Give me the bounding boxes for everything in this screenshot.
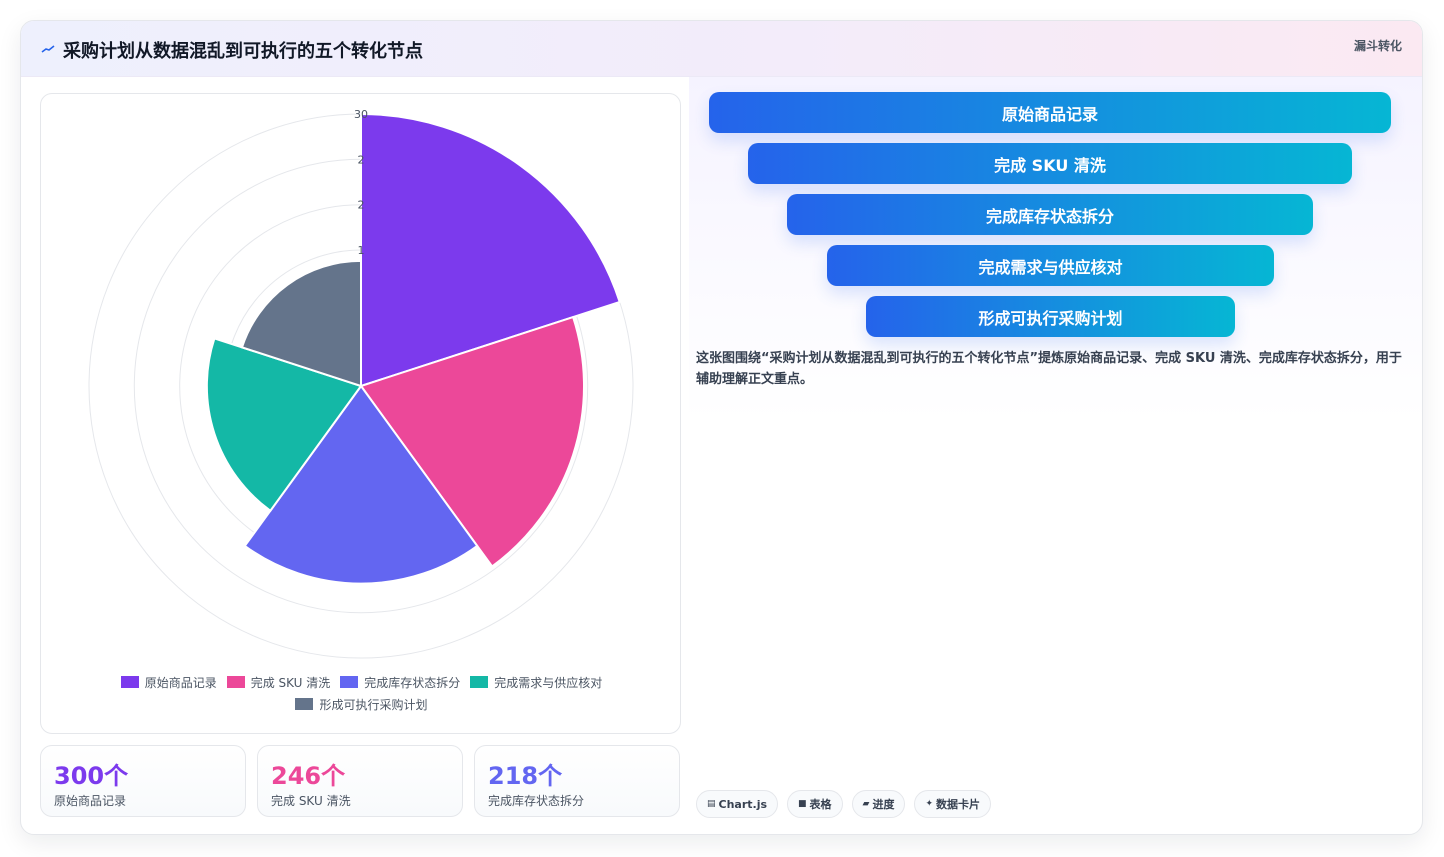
tech-chips: ▤ Chart.js ■ 表格 ▰ 进度 ✦ 数据卡片: [696, 790, 1000, 818]
kpi-card-sku-cleaned: 246个 完成 SKU 清洗: [257, 745, 463, 817]
polar-sector-3[interactable]: [243, 384, 479, 585]
progress-icon: ▰: [862, 799, 870, 809]
kpi-label: 完成库存状态拆分: [488, 794, 585, 808]
legend-label: 完成 SKU 清洗: [250, 675, 331, 690]
legend-label: 完成库存状态拆分: [364, 675, 461, 690]
chip-label: Chart.js: [718, 797, 768, 811]
chip-label: 表格: [809, 798, 832, 811]
page-title: 采购计划从数据混乱到可执行的五个转化节点: [63, 41, 423, 62]
chart-type-tag: 漏斗转化: [1353, 39, 1402, 53]
kpi-label: 原始商品记录: [54, 794, 127, 808]
content-card: 采购计划从数据混乱到可执行的五个转化节点 漏斗转化 30 2 2 1 原始商品记录 完成…: [20, 20, 1423, 835]
polar-sector-2[interactable]: [359, 315, 585, 568]
legend-label: 原始商品记录: [144, 675, 217, 690]
radial-tick-label: 2: [358, 153, 365, 166]
legend-swatch: [226, 676, 245, 688]
funnel-stage-5: 形成可执行采购计划: [866, 296, 1235, 337]
kpi-value: 246个: [271, 762, 346, 790]
table-icon: ■: [798, 799, 807, 809]
legend-item[interactable]: 完成需求与供应核对: [470, 674, 602, 690]
polar-sector-4[interactable]: [205, 337, 363, 513]
chip-label: 进度: [872, 798, 895, 811]
funnel-stage-2: 完成 SKU 清洗: [748, 143, 1352, 184]
kpi-value: 218个: [488, 762, 563, 790]
card-header: 采购计划从数据混乱到可执行的五个转化节点 漏斗转化: [21, 21, 1422, 77]
legend-label: 完成需求与供应核对: [494, 675, 603, 690]
kpi-card-inventory-split: 218个 完成库存状态拆分: [474, 745, 680, 817]
kpi-label: 完成 SKU 清洗: [271, 794, 351, 808]
funnel-stage-3: 完成库存状态拆分: [787, 194, 1313, 235]
legend-item[interactable]: 完成 SKU 清洗: [226, 674, 331, 690]
polar-sector-5[interactable]: [240, 259, 362, 388]
chart-panel: 30 2 2 1 原始商品记录 完成 SKU 清洗 完成库存状态拆分 完成需求与供应核对形成…: [40, 93, 681, 734]
chip-progress[interactable]: ▰ 进度: [851, 790, 906, 818]
sparkle-icon: ✦: [925, 799, 934, 809]
polar-area-chart: 30 2 2 1: [88, 108, 634, 659]
kpi-card-raw-records: 300个 原始商品记录: [40, 745, 246, 817]
trend-line-icon: [41, 45, 55, 53]
legend-swatch: [340, 676, 359, 688]
radial-tick-label: 1: [358, 244, 365, 257]
polar-sector-1[interactable]: [360, 112, 621, 388]
chip-table[interactable]: ■ 表格: [787, 790, 843, 818]
legend-label: 形成可执行采购计划: [319, 697, 428, 712]
chip-label: 数据卡片: [936, 798, 981, 811]
funnel-stage-4: 完成需求与供应核对: [827, 245, 1274, 286]
legend-item[interactable]: 形成可执行采购计划: [295, 696, 428, 712]
chart-legend: 原始商品记录 完成 SKU 清洗 完成库存状态拆分 完成需求与供应核对形成可执行采购计…: [41, 674, 682, 712]
radial-tick-label: 2: [358, 199, 365, 212]
chart-description: 这张图围绕“采购计划从数据混乱到可执行的五个转化节点”提炼原始商品记录、完成 S…: [696, 351, 1402, 387]
chart-icon: ▤: [707, 799, 716, 809]
legend-swatch: [470, 676, 489, 688]
legend-item[interactable]: 完成库存状态拆分: [340, 674, 460, 690]
radial-tick-label: 30: [354, 108, 368, 121]
kpi-value: 300个: [54, 762, 129, 790]
legend-swatch: [295, 698, 314, 710]
legend-swatch: [120, 676, 139, 688]
legend-item[interactable]: 原始商品记录: [120, 674, 217, 690]
chip-data-card[interactable]: ✦ 数据卡片: [914, 790, 992, 818]
chip-chartjs[interactable]: ▤ Chart.js: [696, 790, 779, 818]
funnel-stage-1: 原始商品记录: [709, 92, 1391, 133]
